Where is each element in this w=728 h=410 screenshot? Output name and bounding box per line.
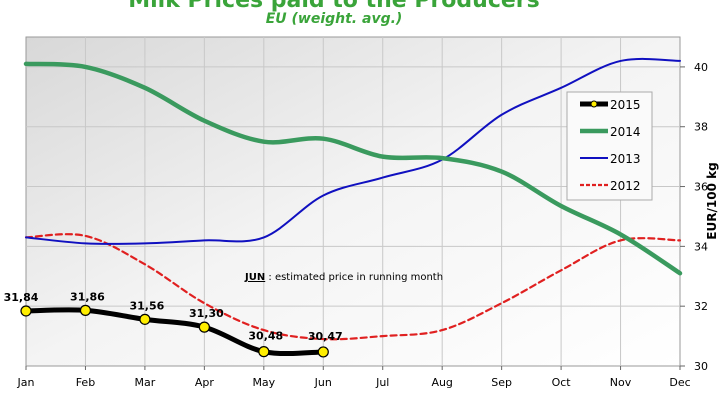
data-point-2015 — [258, 346, 270, 358]
y-tick-label: 30 — [694, 360, 708, 373]
data-point-2015 — [198, 321, 210, 333]
legend-label-2012: 2012 — [610, 179, 641, 193]
x-tick-label: May — [252, 376, 275, 389]
data-point-2015 — [79, 304, 92, 316]
series-line-2014 — [23, 61, 683, 276]
x-tick-label: Jan — [17, 376, 35, 389]
x-tick-label: Dec — [669, 376, 690, 389]
x-tick-label: Apr — [195, 376, 215, 389]
x-tick-label: Jul — [375, 376, 389, 389]
data-label: 31,86 — [70, 290, 105, 303]
x-tick-label: Feb — [76, 376, 95, 389]
y-tick-label: 40 — [694, 61, 708, 74]
x-tick-label: Oct — [552, 376, 572, 389]
data-point-2015 — [139, 313, 151, 325]
legend-label-2013: 2013 — [610, 152, 641, 166]
y-axis-label: EUR/100 kg — [705, 162, 719, 239]
y-tick-label: 38 — [694, 121, 708, 134]
legend-label-2015: 2015 — [610, 98, 641, 112]
x-tick-label: Mar — [135, 376, 156, 389]
data-label: 31,56 — [130, 299, 165, 312]
x-tick-label: Aug — [431, 376, 452, 389]
data-point-2015 — [317, 346, 329, 358]
legend-label-2014: 2014 — [610, 125, 641, 139]
legend-marker-2015 — [590, 100, 598, 108]
data-label: 31,84 — [4, 291, 39, 304]
x-tick-label: Sep — [491, 376, 512, 389]
x-tick-label: Nov — [610, 376, 632, 389]
chart-title: Milk Prices paid to the Producers — [128, 0, 540, 13]
y-tick-label: 32 — [694, 300, 708, 313]
chart-subtitle: EU (weight. avg.) — [265, 11, 403, 27]
annotation-text: JUN : estimated price in running month — [244, 272, 443, 283]
data-label: 30,48 — [248, 330, 283, 343]
series-line-2012 — [24, 233, 682, 341]
data-label: 31,30 — [189, 307, 224, 320]
legend-box — [566, 91, 653, 201]
data-label: 30,47 — [308, 330, 343, 343]
x-tick-label: Jun — [314, 376, 332, 389]
y-tick-label: 36 — [694, 181, 708, 194]
series-line-2013 — [25, 57, 681, 245]
annotation-month: JUN — [244, 272, 265, 283]
data-point-2015 — [20, 305, 32, 317]
y-tick-label: 34 — [694, 240, 708, 253]
annotation-desc: : estimated price in running month — [265, 272, 443, 283]
